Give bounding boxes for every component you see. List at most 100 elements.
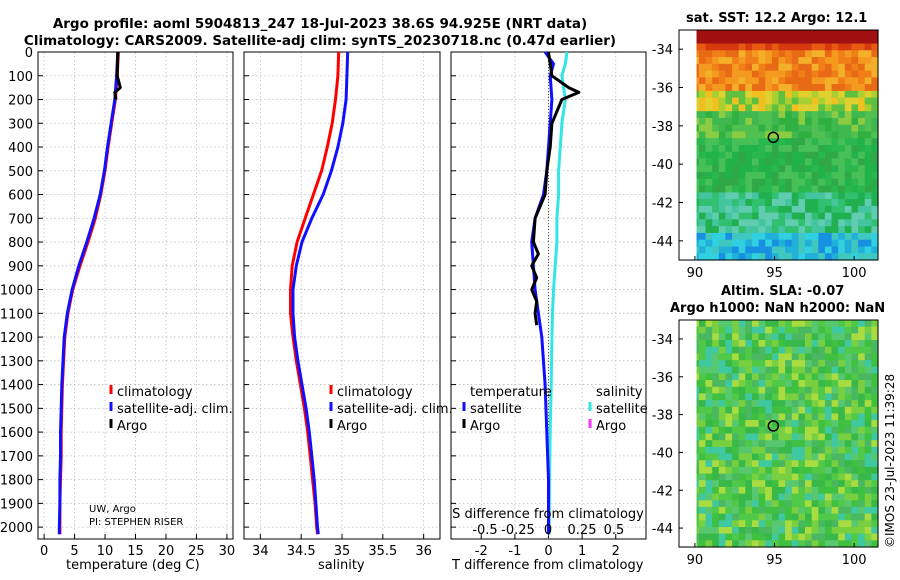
sla-map-cell	[811, 426, 819, 435]
sla-map-cell	[752, 506, 760, 515]
sst-map-cell	[738, 219, 746, 227]
sla-map-cell	[771, 473, 780, 481]
sst-map-cell	[758, 50, 766, 58]
sst-map-cell	[771, 36, 780, 45]
sla-map-cell	[864, 340, 872, 348]
sst-map-cell	[785, 165, 793, 173]
sst-map-cell	[738, 63, 746, 72]
sla-map-cell	[844, 527, 852, 535]
sla-map-cell	[778, 406, 786, 415]
sst-map-cell	[718, 192, 726, 200]
sst-map-cell	[738, 77, 746, 85]
sst-map-cell	[824, 178, 833, 187]
sla-map-cell	[718, 486, 726, 495]
sst-map-cell	[771, 111, 780, 119]
sst-map-cell	[765, 43, 773, 51]
sst-map-cell	[838, 158, 846, 166]
sla-map-cell	[871, 413, 879, 421]
sla-map-cell	[864, 500, 872, 508]
sla-map-cell	[718, 400, 726, 408]
sst-map-cell	[725, 165, 733, 173]
sla-map-cell	[818, 380, 826, 388]
sla-map-cell	[778, 326, 786, 334]
sst-map-cell	[698, 111, 707, 119]
temperature-annotation-line2: PI: STEPHEN RISER	[89, 517, 183, 528]
sst-map-cell	[824, 50, 833, 58]
sla-map-cell	[798, 380, 806, 388]
sst-map-cell	[745, 111, 753, 119]
sst-map-cell	[791, 219, 799, 227]
sst-map-cell	[791, 239, 799, 248]
sst-map-cell	[771, 185, 780, 193]
sla-map-cell	[738, 506, 746, 515]
sla-map-cell	[844, 453, 852, 461]
sla-map-cell	[838, 513, 846, 521]
sst-map-cell	[871, 30, 879, 38]
sst-map-cell	[771, 145, 780, 153]
sla-map-cell	[752, 520, 760, 528]
sst-map-cell	[725, 124, 733, 133]
sst-map-cell	[705, 219, 713, 227]
sla-map-cell	[791, 466, 799, 475]
sst-map-cell	[752, 63, 760, 72]
sst-map-cell	[818, 239, 826, 248]
sla-map-cell	[765, 466, 773, 475]
sst-map-cell	[818, 90, 826, 99]
sst-map-cell	[765, 77, 773, 85]
temperature-legend-climatology-label: climatology	[117, 385, 193, 400]
sst-map-cell	[831, 104, 839, 112]
sst-map-cell	[831, 97, 839, 105]
sst-map-cell	[791, 70, 799, 78]
salinity-xtick-label: 34	[252, 544, 269, 559]
sla-map-frame	[678, 319, 879, 548]
salinity-legend-argo-label: Argo	[337, 419, 367, 434]
sst-map-cell	[838, 84, 846, 92]
sst-map-cell	[805, 239, 813, 248]
sst-map-cell	[698, 151, 707, 160]
sst-map-cell	[698, 90, 707, 99]
sla-map-cell	[785, 393, 793, 401]
sla-map-cell	[778, 520, 786, 528]
sst-map-cell	[778, 104, 786, 112]
sla-map-cell	[818, 373, 826, 381]
sla-map-cell	[864, 393, 872, 401]
sla-map-cell	[745, 506, 753, 515]
sst-map-cell	[864, 50, 872, 58]
sst-map-cell	[718, 124, 726, 133]
sla-map-cell	[811, 366, 819, 374]
sst-map-cell	[805, 77, 813, 85]
sla-map-cell	[805, 320, 813, 328]
sst-map-cell	[824, 84, 833, 92]
sla-map-cell	[811, 393, 819, 401]
sst-map-cell	[745, 232, 753, 241]
sla-map-cell	[765, 413, 773, 421]
sst-map-cell	[831, 253, 839, 261]
sst-map-cell	[705, 253, 713, 261]
sst-map-cell	[785, 63, 793, 72]
sst-map-cell	[725, 97, 733, 105]
sst-map-cell	[765, 151, 773, 160]
sst-map-cell	[858, 138, 866, 146]
sla-map-cell	[838, 373, 846, 381]
sst-map-cell	[805, 205, 813, 214]
sst-map-xtick-label: 95	[766, 266, 783, 281]
sst-map-cell	[805, 145, 813, 153]
sst-map-cell	[738, 90, 746, 99]
temperature-legend-satellite-adj-label: satellite-adj. clim.	[117, 402, 233, 417]
sla-map-cell	[758, 353, 766, 361]
sla-map-cell	[765, 473, 773, 481]
sla-map-cell	[705, 366, 713, 374]
sst-map-cell	[752, 151, 760, 160]
sla-map-cell	[824, 346, 833, 354]
sst-map-cell	[811, 172, 819, 180]
sst-map-cell	[698, 57, 707, 65]
sst-map-cell	[771, 199, 780, 207]
sla-map-cell	[778, 386, 786, 395]
sla-map-cell	[712, 506, 720, 515]
sst-map-cell	[844, 185, 852, 193]
sla-map-cell	[712, 420, 720, 428]
sst-map-cell	[858, 117, 866, 126]
sla-map-cell	[732, 460, 740, 468]
sla-map-cell	[811, 440, 819, 448]
sst-map-cell	[725, 239, 733, 248]
